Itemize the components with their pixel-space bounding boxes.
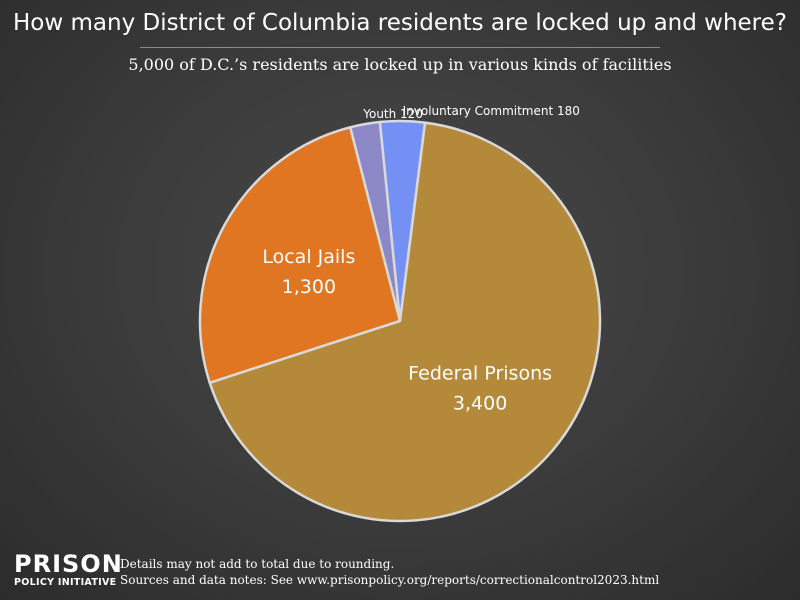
logo-sub-text: POLICY INITIATIVE xyxy=(14,577,117,588)
chart-title: How many District of Columbia residents … xyxy=(13,10,787,36)
slice-label-youth: Youth 120 xyxy=(362,107,423,121)
slice-label-local-jails: Local Jails xyxy=(262,246,355,268)
slice-label-involuntary-commitment: Involuntary Commitment 180 xyxy=(403,104,580,118)
chart-subtitle: 5,000 of D.C.’s residents are locked up … xyxy=(128,55,672,74)
slice-value-federal-prisons: 3,400 xyxy=(453,392,507,414)
logo-main-text: PRISON xyxy=(14,550,123,578)
prison-policy-initiative-logo: PRISON POLICY INITIATIVE xyxy=(14,550,123,588)
footer-notes: Details may not add to total due to roun… xyxy=(120,556,659,588)
title-divider xyxy=(140,47,660,48)
rounding-note: Details may not add to total due to roun… xyxy=(120,557,395,571)
pie-slice-federal-prisons xyxy=(208,121,602,523)
sources-note: Sources and data notes: See www.prisonpo… xyxy=(120,573,660,587)
pie-slice-local-jails xyxy=(198,126,402,385)
slice-label-federal-prisons: Federal Prisons xyxy=(408,362,552,384)
slice-value-local-jails: 1,300 xyxy=(282,276,336,298)
